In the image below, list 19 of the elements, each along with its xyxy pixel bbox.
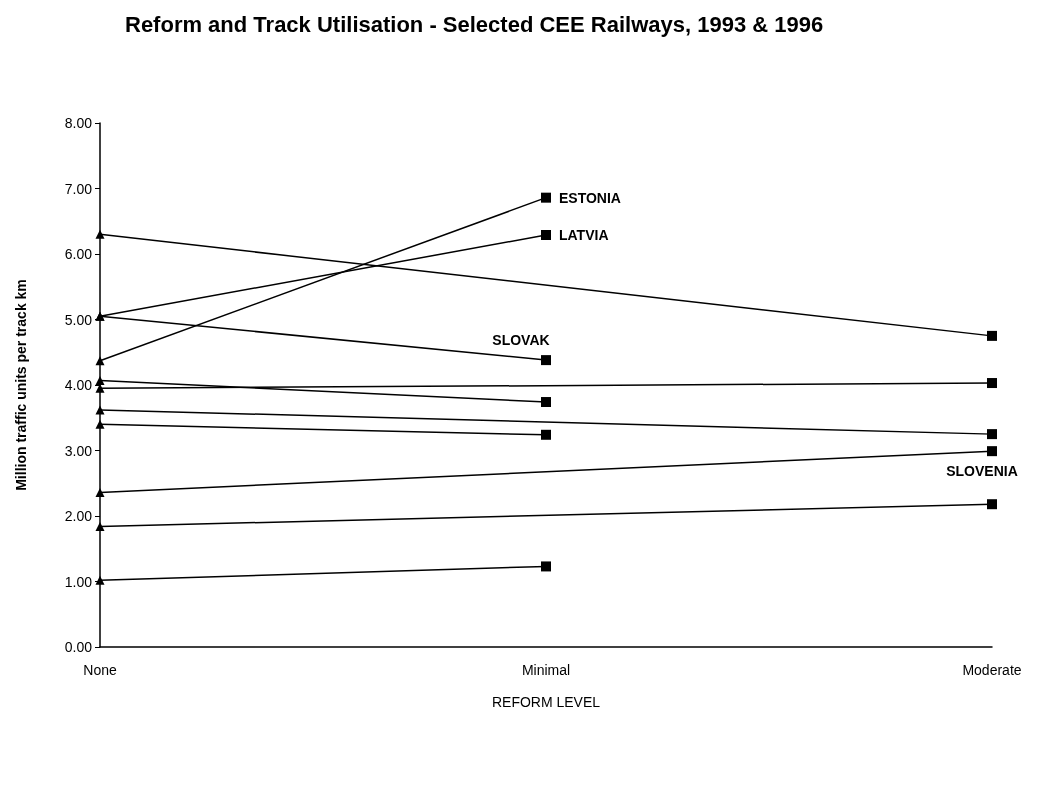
x-tick-label: Moderate: [962, 662, 1022, 678]
x-tick-label: None: [83, 662, 117, 678]
y-axis-title: Million traffic units per track km: [13, 279, 29, 491]
y-tick-label: 3.00: [64, 442, 93, 459]
y-tick-label: 0.00: [64, 639, 93, 655]
x-tick-label: Minimal: [521, 662, 571, 678]
series-label: ESTONIA: [559, 189, 621, 206]
y-tick-label: 4.00: [64, 377, 93, 393]
y-tick-label: 1.00: [64, 573, 93, 590]
x-axis-title: REFORM LEVEL: [491, 694, 601, 710]
y-tick-label: 2.00: [64, 508, 93, 524]
y-tick-label: 6.00: [64, 246, 93, 262]
chart-title: Reform and Track Utilisation - Selected CEE Railways, 1993 & 1996: [125, 11, 824, 37]
series-label: LATVIA: [559, 227, 609, 244]
series-label: SLOVENIA: [946, 463, 1018, 480]
y-tick-label: 8.00: [64, 115, 93, 131]
y-tick-label: 5.00: [64, 311, 93, 328]
series-label: SLOVAK: [492, 332, 550, 349]
y-tick-label: 7.00: [64, 180, 93, 197]
